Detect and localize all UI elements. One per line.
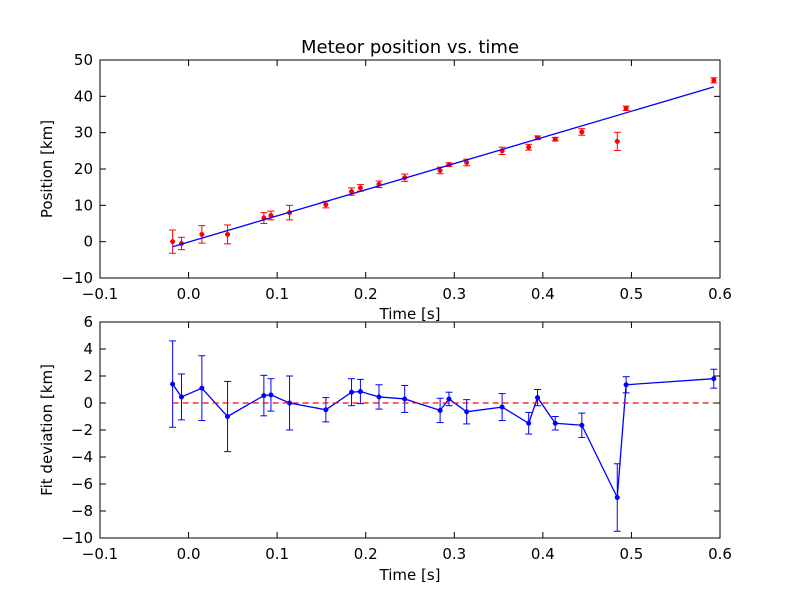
- position-data-point: [199, 231, 205, 237]
- position-xtick-label: 0.0: [177, 285, 201, 303]
- position-data-point: [323, 202, 329, 208]
- deviation-data-point: [437, 407, 443, 413]
- position-chart-plot-area: [100, 60, 720, 278]
- position-ytick-label: 10: [74, 196, 93, 214]
- position-data-point: [526, 144, 532, 150]
- position-data-point: [357, 185, 363, 191]
- deviation-data-point: [357, 388, 363, 395]
- deviation-data-point: [623, 382, 629, 388]
- fit-deviation-chart-plot-area: [100, 322, 720, 538]
- fit-deviation-chart-marks: [169, 340, 718, 532]
- deviation-ytick-label: 6: [83, 313, 93, 331]
- deviation-xtick-label: 0.6: [708, 545, 732, 563]
- deviation-ytick-label: −2: [71, 421, 93, 439]
- deviation-xtick-label: 0.2: [354, 545, 378, 563]
- position-ytick-label: 20: [74, 160, 93, 178]
- deviation-data-point: [224, 413, 231, 420]
- position-chart-frame: [99, 59, 721, 279]
- position-xtick-label: 0.4: [531, 285, 555, 303]
- deviation-data-point: [579, 422, 585, 428]
- position-chart-marks: [169, 77, 718, 254]
- position-data-point: [224, 231, 231, 237]
- deviation-data-point: [464, 409, 470, 415]
- deviation-xtick-label: 0.0: [177, 545, 201, 563]
- position-xtick-label: −0.1: [82, 285, 118, 303]
- deviation-data-point: [711, 376, 717, 382]
- position-ytick-label: 40: [74, 87, 93, 105]
- deviation-ytick-label: 0: [83, 394, 93, 412]
- fit-deviation-chart-frame: [99, 321, 721, 539]
- position-chart-xlabel: Time [s]: [379, 305, 441, 323]
- position-xtick-label: 0.3: [442, 285, 466, 303]
- deviation-data-point: [170, 381, 176, 387]
- deviation-data-point: [323, 407, 329, 413]
- position-chart-ticks: −0.1 0.0 0.1 0.2 0.3 0.4 0.5 0.6 −10 0 10 20 30 40 50: [61, 51, 732, 303]
- deviation-xtick-label: 0.4: [531, 545, 555, 563]
- deviation-data-point: [178, 394, 185, 400]
- deviation-ytick-label: 2: [83, 367, 93, 385]
- deviation-ytick-label: −10: [61, 529, 93, 547]
- deviation-ytick-label: −8: [71, 502, 93, 520]
- position-data-point: [623, 105, 629, 111]
- deviation-data-point: [614, 494, 620, 501]
- fit-deviation-chart-xlabel: Time [s]: [379, 566, 441, 584]
- deviation-xtick-label: 0.5: [619, 545, 643, 563]
- deviation-xtick-label: 0.1: [265, 545, 289, 563]
- deviation-data-point: [534, 395, 541, 401]
- position-data-point: [614, 138, 620, 144]
- position-ytick-label: 0: [83, 233, 93, 251]
- position-chart-ylabel: Position [km]: [38, 120, 56, 218]
- position-ytick-label: 50: [74, 51, 93, 69]
- position-ytick-label: 30: [74, 124, 93, 142]
- deviation-data-point: [268, 392, 274, 398]
- deviation-data-point: [499, 404, 505, 410]
- deviation-data-point: [552, 420, 558, 426]
- deviation-ytick-label: 4: [83, 340, 93, 358]
- position-xtick-label: 0.6: [708, 285, 732, 303]
- fit-deviation-chart: −0.1 0.0 0.1 0.2 0.3 0.4 0.5 0.6 −10 −8 −6 −4 −2 0 2 4 6…: [38, 313, 732, 584]
- deviation-xtick-label: 0.3: [442, 545, 466, 563]
- position-data-point: [552, 136, 558, 142]
- position-data-point: [170, 239, 176, 245]
- deviation-data-point: [348, 389, 355, 395]
- position-xtick-label: 0.1: [265, 285, 289, 303]
- position-data-point: [579, 129, 585, 135]
- position-chart-title: Meteor position vs. time: [301, 37, 519, 58]
- deviation-ytick-label: −4: [71, 448, 93, 466]
- position-xtick-label: 0.2: [354, 285, 378, 303]
- fit-deviation-chart-ticks: −0.1 0.0 0.1 0.2 0.3 0.4 0.5 0.6 −10 −8 −6 −4 −2 0 2 4 6: [61, 313, 732, 563]
- fit-deviation-chart-ylabel: Fit deviation [km]: [38, 364, 56, 496]
- deviation-data-point: [199, 385, 205, 391]
- deviation-ytick-label: −6: [71, 475, 93, 493]
- position-ytick-label: −10: [61, 269, 93, 287]
- position-series-1-line: [172, 86, 714, 248]
- position-data-point: [711, 77, 717, 83]
- deviation-data-point: [376, 394, 382, 400]
- deviation-xtick-label: −0.1: [82, 545, 118, 563]
- position-xtick-label: 0.5: [619, 285, 643, 303]
- deviation-data-point: [261, 393, 267, 399]
- deviation-data-point: [446, 396, 452, 402]
- position-chart: Meteor position vs. time −0.1 0.0 0.1 0.2 0.…: [38, 37, 732, 323]
- deviation-data-point: [402, 396, 408, 402]
- deviation-data-point: [526, 420, 532, 426]
